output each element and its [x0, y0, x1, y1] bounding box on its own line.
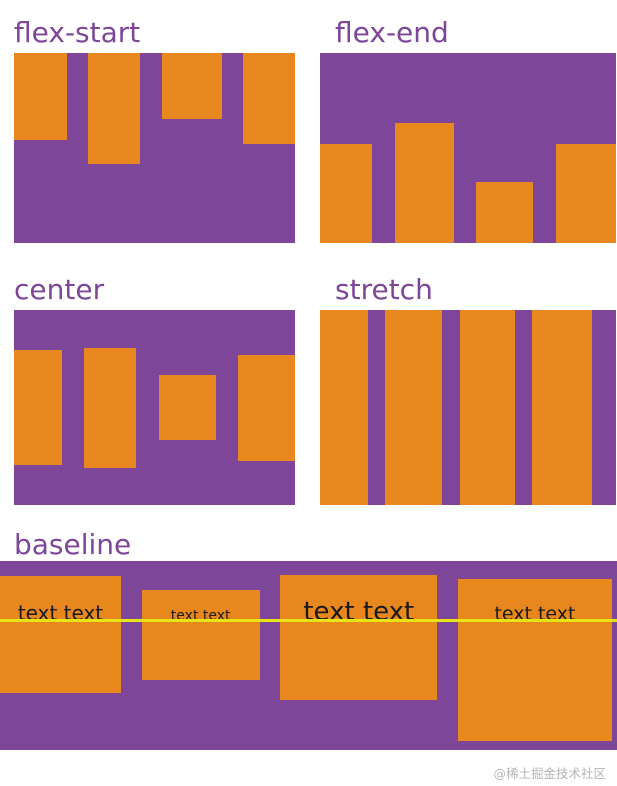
- flex-item: [320, 310, 368, 505]
- flex-item: [555, 144, 616, 243]
- center-label: center: [14, 273, 105, 306]
- flex-end-container: [320, 53, 616, 243]
- baseline-item: text text: [457, 579, 612, 741]
- demo-stretch: stretch: [320, 273, 616, 505]
- baseline-item: text text: [141, 590, 260, 680]
- flex-item: [531, 310, 592, 505]
- row-1: flex-start flex-end: [0, 0, 617, 243]
- flex-item: [242, 53, 295, 144]
- baseline-label: baseline: [14, 528, 132, 561]
- flex-item: [88, 53, 141, 164]
- flex-item: [320, 144, 372, 243]
- flex-item: [158, 375, 216, 440]
- flex-item: [394, 123, 454, 243]
- baseline-item: text text: [0, 576, 121, 693]
- flex-item: [161, 53, 222, 119]
- demo-center: center: [14, 273, 295, 505]
- flex-item: [385, 310, 443, 505]
- baseline-item: text text: [280, 575, 438, 700]
- flex-start-label: flex-start: [14, 16, 141, 49]
- flex-item: [476, 182, 534, 243]
- baseline-container: text text text text text text text text: [0, 561, 617, 750]
- flex-item: [84, 347, 137, 468]
- flex-item: [14, 350, 62, 465]
- baseline-indicator-line: [0, 619, 617, 622]
- watermark-text: @稀土掘金技术社区: [493, 766, 606, 781]
- flex-start-container: [14, 53, 295, 243]
- flex-item: [237, 354, 295, 461]
- demo-flex-start: flex-start: [14, 16, 295, 243]
- flex-item: [459, 310, 515, 505]
- row-2: center stretch: [0, 273, 617, 505]
- flex-item: [14, 53, 67, 140]
- flex-end-label: flex-end: [335, 16, 449, 49]
- center-container: [14, 310, 295, 505]
- stretch-label: stretch: [335, 273, 433, 306]
- demo-flex-end: flex-end: [320, 16, 616, 243]
- demo-baseline: baseline text text text text text text t…: [0, 528, 617, 750]
- stretch-container: [320, 310, 616, 505]
